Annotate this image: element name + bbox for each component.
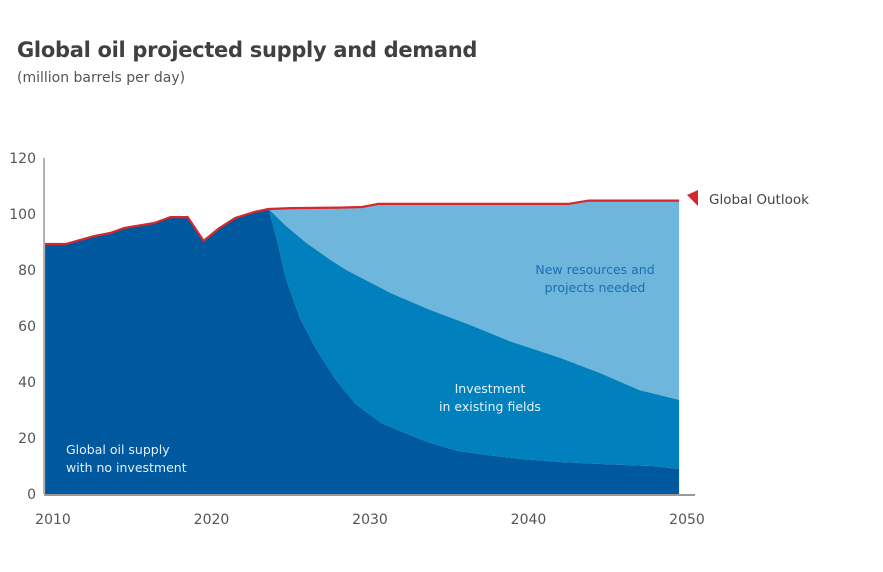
x-tick-label: 2020	[194, 512, 230, 528]
area-no-investment	[45, 209, 680, 494]
y-tick-label: 80	[18, 263, 36, 279]
label-new-resources: New resources and projects needed	[535, 262, 654, 295]
y-tick-label: 100	[9, 207, 36, 223]
label-no-investment: Global oil supply with no investment	[66, 442, 187, 475]
chart-title: Global oil projected supply and demand	[17, 38, 478, 62]
label-investment-existing-fields: Investment in existing fields	[439, 381, 541, 414]
x-tick-label: 2030	[352, 512, 388, 528]
y-tick-label: 60	[18, 319, 36, 335]
chart-subtitle: (million barrels per day)	[17, 70, 186, 86]
area-new-resources	[268, 200, 680, 400]
y-tick-label: 0	[27, 487, 36, 503]
line-global-outlook	[45, 199, 680, 246]
y-tick-label: 120	[9, 151, 36, 167]
y-tick-label: 40	[18, 375, 36, 391]
x-tick-label: 2010	[35, 512, 71, 528]
area-investment-existing-fields	[268, 209, 680, 470]
legend-triangle-icon	[687, 190, 698, 206]
y-tick-label: 20	[18, 431, 36, 447]
x-tick-label: 2050	[669, 512, 705, 528]
x-tick-label: 2040	[511, 512, 547, 528]
legend-label-global-outlook: Global Outlook	[709, 192, 809, 208]
